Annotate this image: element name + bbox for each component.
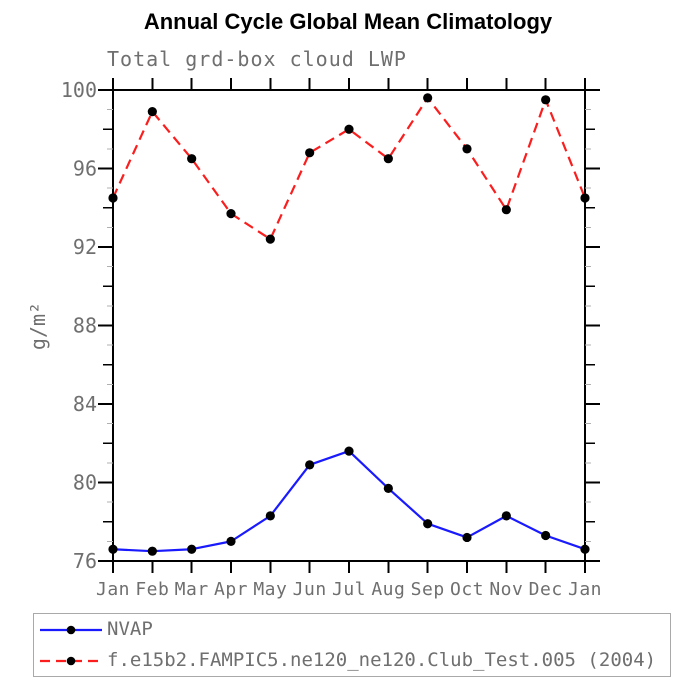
y-tick-label: 100: [61, 78, 97, 102]
data-point: [423, 93, 433, 103]
x-tick-label: Nov: [489, 579, 523, 600]
x-tick-label: Mar: [175, 579, 209, 600]
series-line-model: [111, 96, 587, 241]
x-tick-label: Dec: [529, 579, 563, 600]
axes-frame: [112, 89, 586, 562]
data-point: [187, 154, 197, 164]
data-point: [462, 532, 472, 543]
nvap-line-sample: [40, 625, 102, 634]
x-tick-label: Apr: [214, 579, 248, 600]
x-tick-label: Jul: [332, 579, 366, 600]
data-point: [541, 95, 551, 105]
data-point: [305, 148, 315, 158]
y-tick-labels: 76 80 84 88 92 96 100: [61, 78, 97, 573]
y-tick-label: 80: [73, 471, 97, 495]
y-tick-label: 76: [73, 549, 97, 573]
y-axis-ticks: [98, 89, 600, 562]
legend-label-nvap: NVAP: [107, 618, 153, 640]
data-point: [462, 144, 472, 154]
legend-item-model: f.e15b2.FAMPIC5.ne120_ne120.Club_Test.00…: [37, 647, 670, 675]
legend-sample-marker: [66, 656, 76, 665]
legend-box: NVAP f.e15b2.FAMPIC5.ne120_ne120.Club_Te…: [33, 613, 671, 677]
data-point: [265, 234, 275, 244]
legend-label-model: f.e15b2.FAMPIC5.ne120_ne120.Club_Test.00…: [107, 649, 657, 671]
data-point: [108, 193, 118, 203]
x-tick-label: Feb: [135, 579, 169, 600]
data-point: [108, 544, 118, 554]
data-point: [147, 106, 157, 117]
data-point: [305, 460, 315, 470]
chart-title: Annual Cycle Global Mean Climatology: [143, 9, 553, 34]
y-tick-label: 84: [73, 392, 97, 416]
series-markers-nvap: [108, 446, 590, 556]
y-tick-label: 88: [73, 314, 97, 338]
x-tick-labels: Jan Feb Mar Apr May Jun Jul Aug Sep Oct Nov Dec Jan: [96, 579, 602, 600]
x-tick-label: Jan: [568, 579, 602, 600]
data-point: [187, 544, 197, 554]
x-axis-ticks: [112, 78, 586, 573]
series-line-nvap: [112, 450, 586, 553]
data-point: [423, 519, 433, 529]
data-point: [541, 530, 551, 541]
x-tick-label: Oct: [450, 579, 484, 600]
data-point: [501, 511, 511, 521]
data-point: [580, 544, 590, 554]
x-tick-label: Jan: [96, 579, 130, 600]
data-point: [265, 511, 275, 521]
model-line-sample: [40, 656, 102, 665]
x-tick-label: May: [253, 579, 287, 600]
y-tick-label: 92: [73, 235, 97, 259]
data-point: [226, 209, 236, 219]
legend-item-nvap: NVAP: [37, 616, 670, 644]
legend-sample-marker: [66, 625, 76, 634]
data-point: [147, 546, 157, 556]
data-point: [226, 536, 236, 546]
data-point: [383, 154, 393, 164]
data-point: [344, 446, 354, 456]
data-point: [501, 205, 511, 215]
series-markers-model: [108, 93, 590, 244]
y-tick-label: 96: [73, 157, 97, 181]
data-point: [383, 483, 393, 493]
data-point: [580, 193, 590, 203]
chart-subtitle: Total grd-box cloud LWP: [107, 47, 407, 71]
x-tick-label: Jun: [293, 579, 327, 600]
data-point: [344, 124, 354, 134]
x-tick-label: Sep: [411, 579, 445, 600]
x-tick-label: Aug: [371, 579, 405, 600]
